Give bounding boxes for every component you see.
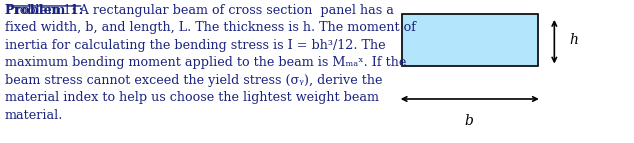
Text: Problem 1:: Problem 1:: [4, 4, 83, 17]
Text: Problem 1: A rectangular beam of cross section  panel has a
fixed width, b, and : Problem 1: A rectangular beam of cross s…: [4, 4, 415, 122]
Text: b: b: [464, 114, 473, 128]
FancyBboxPatch shape: [402, 14, 538, 66]
Text: h: h: [569, 33, 578, 47]
